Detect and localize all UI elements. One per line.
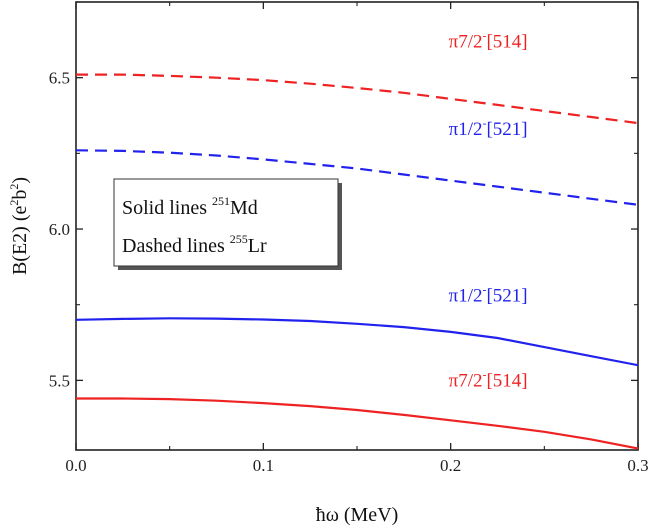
series-labels: π7/2-[514]π1/2-[521]π1/2-[521]π7/2-[514]	[449, 28, 528, 391]
series-label-parity: -	[482, 283, 486, 297]
series-lines	[75, 73, 639, 450]
y-tick-label: 6.0	[49, 220, 70, 239]
x-tick-labels: 0.0 0.1 0.2 0.3	[65, 456, 648, 475]
legend-box	[113, 178, 339, 267]
y-axis-title-sup1: 2	[7, 200, 21, 206]
series-label-parity: -	[482, 367, 486, 381]
x-tick-label: 0.3	[627, 456, 648, 475]
series-label-tail: [514]	[486, 31, 527, 52]
series-label-parity: -	[482, 116, 486, 130]
legend-line-solid: Solid lines 251Md	[122, 194, 258, 219]
series-line-md-2	[75, 317, 639, 367]
y-tick-label: 5.5	[49, 371, 70, 390]
legend-dashed-text: Dashed lines	[122, 235, 230, 257]
series-label-2: π1/2-[521]	[449, 283, 528, 307]
y-tick-label: 6.5	[49, 69, 70, 88]
legend-solid-nucleus: Md	[230, 197, 258, 219]
x-tick-label: 0.0	[65, 456, 86, 475]
series-label-tail: [521]	[486, 286, 527, 307]
legend-dashed-mass-number: 255	[230, 232, 248, 246]
series-label-3: π7/2-[514]	[449, 367, 528, 391]
legend-solid-text: Solid lines	[122, 197, 212, 219]
legend-dashed-nucleus: Lr	[248, 235, 267, 257]
series-label-main: π7/2	[449, 370, 483, 391]
y-axis-title-mid: b	[9, 190, 31, 200]
legend-line-dashed: Dashed lines 255Lr	[122, 232, 267, 257]
y-axis-title-base: B(E2) (e	[9, 206, 31, 276]
series-label-tail: [514]	[486, 370, 527, 391]
axis-ticks	[75, 1, 639, 450]
y-axis-title-sup2: 2	[7, 184, 21, 190]
series-line-md-3	[76, 397, 639, 450]
y-axis-title: B(E2) (e2b2)	[7, 177, 31, 275]
series-label-tail: [521]	[486, 119, 527, 140]
y-tick-labels: 5.5 6.0 6.5	[49, 69, 70, 391]
series-label-parity: -	[482, 28, 486, 42]
x-tick-label: 0.2	[440, 456, 461, 475]
legend-solid-mass-number: 251	[212, 194, 230, 208]
y-axis-title-end: )	[9, 177, 31, 184]
series-label-0: π7/2-[514]	[449, 28, 528, 52]
legend: Solid lines 251Md Dashed lines 255Lr	[113, 178, 342, 270]
series-label-main: π1/2	[449, 119, 483, 140]
series-label-main: π1/2	[449, 286, 483, 307]
series-label-1: π1/2-[521]	[449, 116, 528, 140]
x-tick-label: 0.1	[253, 456, 274, 475]
x-axis-title: ħω (MeV)	[316, 504, 399, 526]
series-label-main: π7/2	[449, 31, 483, 52]
